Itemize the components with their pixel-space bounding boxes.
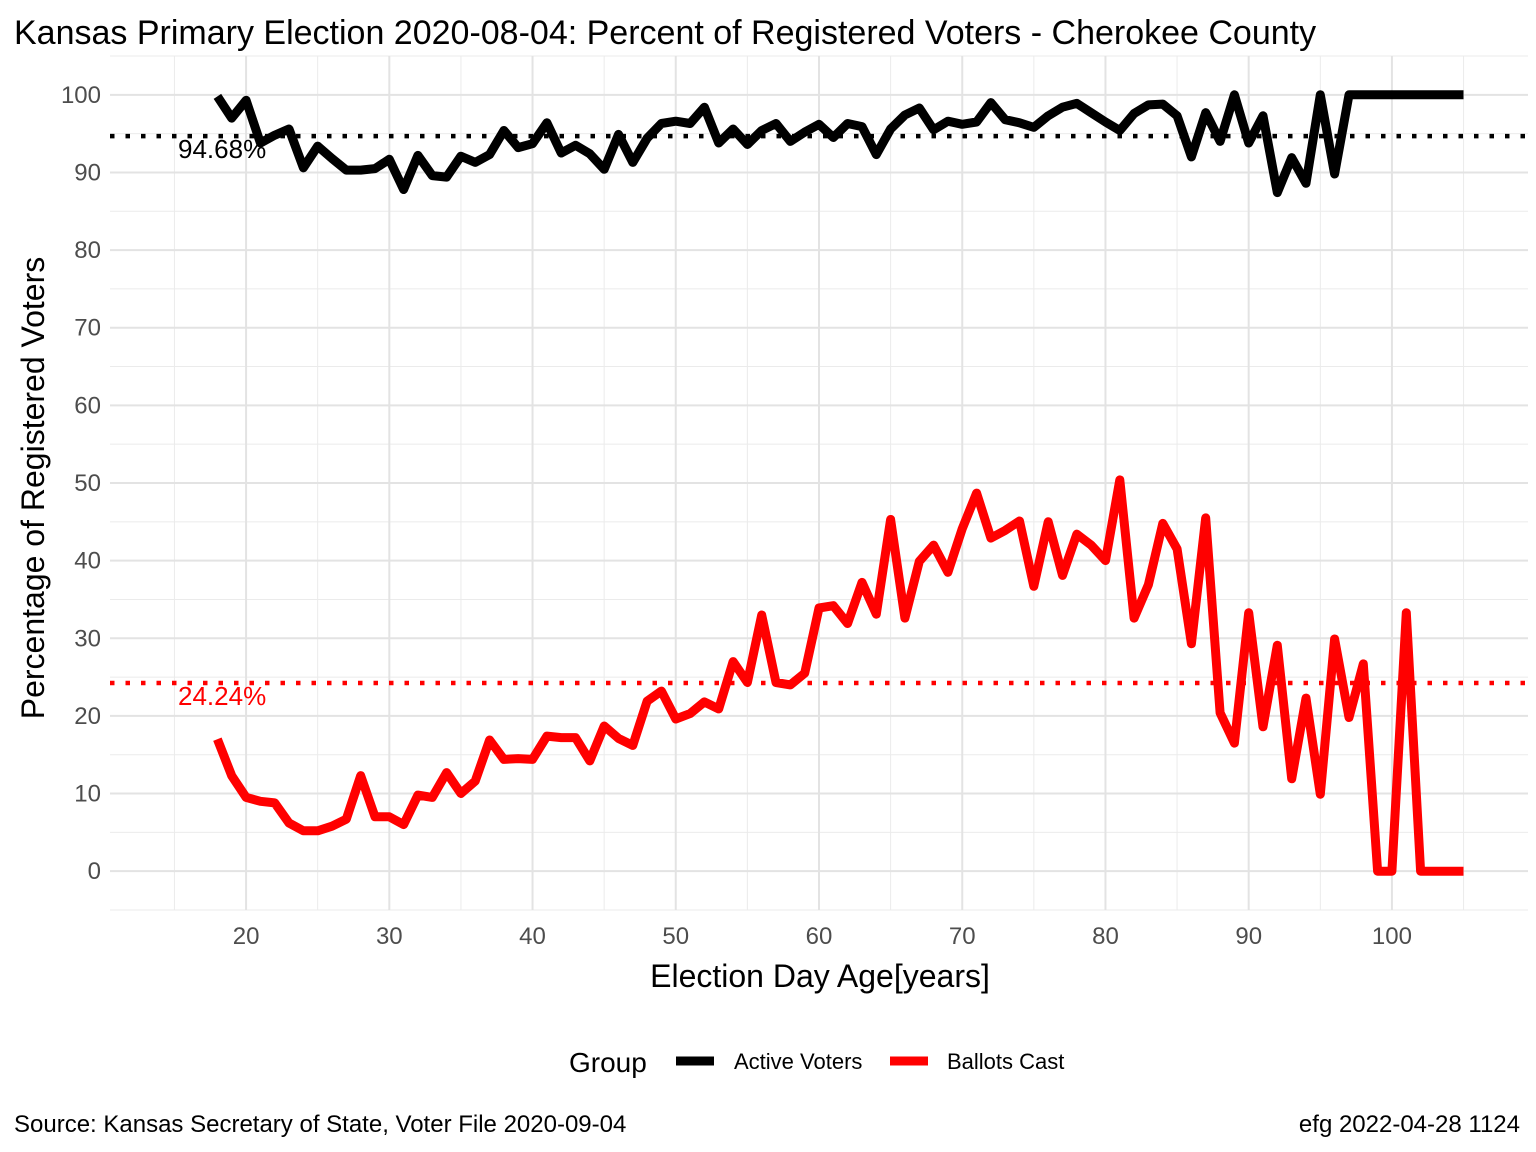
y-axis-title: Percentage of Registered Voters <box>15 257 51 720</box>
y-tick-label: 50 <box>74 470 101 497</box>
reference-lines <box>110 133 1528 686</box>
x-tick-label: 60 <box>806 923 833 950</box>
y-tick-label: 10 <box>74 781 101 808</box>
series-line-ballots-cast <box>213 475 1464 876</box>
x-tick-label: 70 <box>949 923 976 950</box>
x-tick-labels: 20 30 40 50 60 70 80 90 100 <box>233 923 1412 950</box>
y-tick-label: 20 <box>74 703 101 730</box>
y-tick-label: 80 <box>74 237 101 264</box>
x-tick-label: 40 <box>519 923 546 950</box>
y-tick-label: 40 <box>74 548 101 575</box>
legend-title: Group <box>569 1047 647 1078</box>
legend-label-ballots-cast: Ballots Cast <box>947 1049 1064 1074</box>
y-tick-label: 60 <box>74 392 101 419</box>
y-tick-label: 70 <box>74 315 101 342</box>
x-tick-label: 20 <box>233 923 260 950</box>
y-tick-labels: 0 10 20 30 40 50 60 70 80 90 100 <box>61 82 101 885</box>
legend-label-active-voters: Active Voters <box>734 1049 862 1074</box>
reference-labels: 94.68% 24.24% <box>178 134 266 711</box>
series-line-active-voters <box>213 90 1464 198</box>
author-caption: efg 2022-04-28 1124 <box>1299 1111 1520 1138</box>
y-tick-label: 90 <box>74 159 101 186</box>
x-tick-label: 30 <box>376 923 403 950</box>
source-caption: Source: Kansas Secretary of State, Voter… <box>14 1111 626 1138</box>
y-tick-label: 0 <box>88 858 101 885</box>
x-tick-label: 90 <box>1235 923 1262 950</box>
grid <box>110 55 1528 911</box>
x-tick-label: 80 <box>1092 923 1119 950</box>
chart-title: Kansas Primary Election 2020-08-04: Perc… <box>14 14 1316 52</box>
x-tick-label: 50 <box>662 923 689 950</box>
legend: Group Active Voters Ballots Cast <box>569 1047 1064 1078</box>
x-tick-label: 100 <box>1372 923 1412 950</box>
y-tick-label: 30 <box>74 625 101 652</box>
y-tick-label: 100 <box>61 82 101 109</box>
reference-label-1: 24.24% <box>178 681 266 711</box>
reference-label-0: 94.68% <box>178 134 266 164</box>
series-lines <box>213 90 1464 876</box>
x-axis-title: Election Day Age[years] <box>650 958 990 994</box>
